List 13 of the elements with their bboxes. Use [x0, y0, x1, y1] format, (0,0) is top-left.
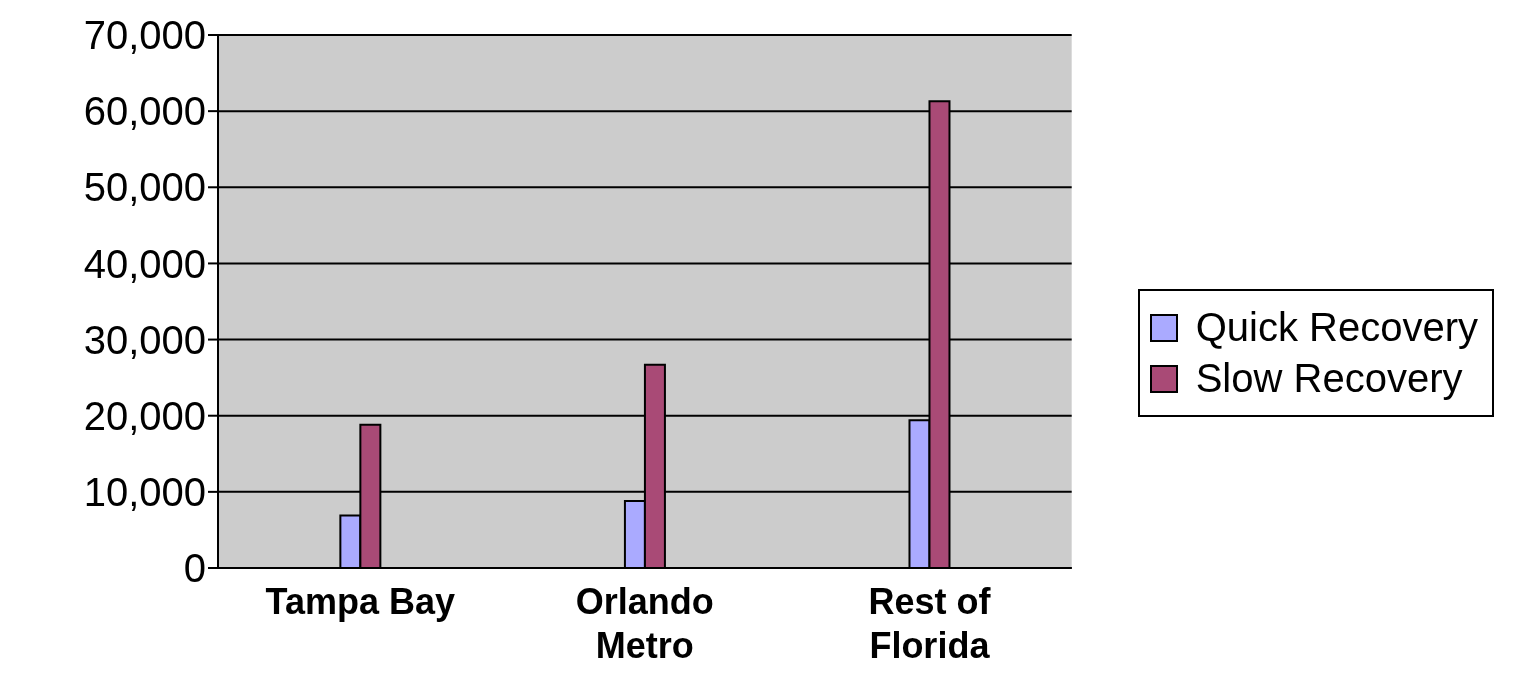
- x-tick-label: Rest of Florida: [868, 581, 992, 666]
- y-tick-label: 40,000: [83, 241, 206, 286]
- y-tick-label: 0: [183, 546, 206, 591]
- y-tick-label: 70,000: [83, 13, 206, 58]
- y-tick-label: 20,000: [83, 393, 206, 438]
- legend-label: Quick Recovery: [1195, 305, 1478, 350]
- x-tick-label: Orlando Metro: [575, 581, 714, 666]
- y-tick-label: 30,000: [83, 317, 206, 362]
- y-tick-label: 60,000: [83, 89, 206, 134]
- x-tick-label: Tampa Bay: [265, 581, 455, 622]
- y-tick-label: 50,000: [83, 165, 206, 210]
- y-tick-label: 10,000: [83, 470, 206, 515]
- legend-label: Slow Recovery: [1195, 356, 1463, 401]
